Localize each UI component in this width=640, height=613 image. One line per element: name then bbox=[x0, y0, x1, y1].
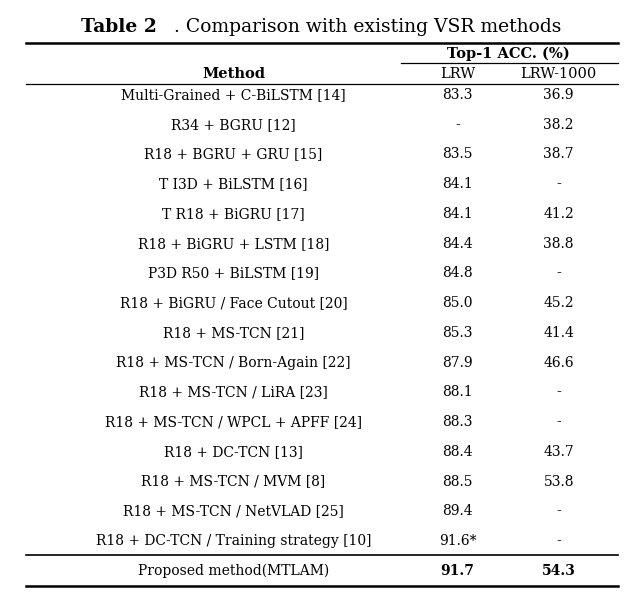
Text: -: - bbox=[556, 504, 561, 518]
Text: P3D R50 + BiLSTM [19]: P3D R50 + BiLSTM [19] bbox=[148, 267, 319, 280]
Text: R18 + BiGRU + LSTM [18]: R18 + BiGRU + LSTM [18] bbox=[138, 237, 330, 251]
Text: 38.2: 38.2 bbox=[543, 118, 574, 132]
Text: R18 + MS-TCN / MVM [8]: R18 + MS-TCN / MVM [8] bbox=[141, 474, 326, 489]
Text: T R18 + BiGRU [17]: T R18 + BiGRU [17] bbox=[162, 207, 305, 221]
Text: -: - bbox=[556, 415, 561, 429]
Text: R18 + MS-TCN / WPCL + APFF [24]: R18 + MS-TCN / WPCL + APFF [24] bbox=[105, 415, 362, 429]
Text: 83.5: 83.5 bbox=[442, 148, 473, 161]
Text: 88.1: 88.1 bbox=[442, 386, 473, 399]
Text: 41.4: 41.4 bbox=[543, 326, 574, 340]
Text: 87.9: 87.9 bbox=[442, 356, 473, 370]
Text: -: - bbox=[556, 386, 561, 399]
Text: 84.1: 84.1 bbox=[442, 207, 473, 221]
Text: 53.8: 53.8 bbox=[543, 474, 574, 489]
Text: 38.7: 38.7 bbox=[543, 148, 574, 161]
Text: -: - bbox=[455, 118, 460, 132]
Text: 43.7: 43.7 bbox=[543, 445, 574, 459]
Text: 45.2: 45.2 bbox=[543, 296, 574, 310]
Text: 84.4: 84.4 bbox=[442, 237, 473, 251]
Text: Proposed method(MTLAM): Proposed method(MTLAM) bbox=[138, 563, 329, 578]
Text: 36.9: 36.9 bbox=[543, 88, 574, 102]
Text: R18 + BiGRU / Face Cutout [20]: R18 + BiGRU / Face Cutout [20] bbox=[120, 296, 348, 310]
Text: 91.7: 91.7 bbox=[441, 564, 474, 577]
Text: R18 + DC-TCN [13]: R18 + DC-TCN [13] bbox=[164, 445, 303, 459]
Text: -: - bbox=[556, 177, 561, 191]
Text: R18 + MS-TCN / NetVLAD [25]: R18 + MS-TCN / NetVLAD [25] bbox=[123, 504, 344, 518]
Text: 91.6*: 91.6* bbox=[439, 534, 476, 548]
Text: 41.2: 41.2 bbox=[543, 207, 574, 221]
Text: 38.8: 38.8 bbox=[543, 237, 574, 251]
Text: 88.4: 88.4 bbox=[442, 445, 473, 459]
Text: 54.3: 54.3 bbox=[542, 564, 575, 577]
Text: 88.3: 88.3 bbox=[442, 415, 473, 429]
Text: LRW: LRW bbox=[440, 67, 476, 80]
Text: R18 + MS-TCN / Born-Again [22]: R18 + MS-TCN / Born-Again [22] bbox=[116, 356, 351, 370]
Text: -: - bbox=[556, 534, 561, 548]
Text: Multi-Grained + C-BiLSTM [14]: Multi-Grained + C-BiLSTM [14] bbox=[121, 88, 346, 102]
Text: 84.8: 84.8 bbox=[442, 267, 473, 280]
Text: 46.6: 46.6 bbox=[543, 356, 574, 370]
Text: R18 + MS-TCN / LiRA [23]: R18 + MS-TCN / LiRA [23] bbox=[139, 386, 328, 399]
Text: R18 + MS-TCN [21]: R18 + MS-TCN [21] bbox=[163, 326, 305, 340]
Text: R18 + DC-TCN / Training strategy [10]: R18 + DC-TCN / Training strategy [10] bbox=[96, 534, 371, 548]
Text: LRW-1000: LRW-1000 bbox=[520, 67, 597, 80]
Text: 85.3: 85.3 bbox=[442, 326, 473, 340]
Text: Method: Method bbox=[202, 67, 265, 80]
Text: -: - bbox=[556, 267, 561, 280]
Text: Top-1 ACC. (%): Top-1 ACC. (%) bbox=[447, 47, 570, 61]
Text: 88.5: 88.5 bbox=[442, 474, 473, 489]
Text: T I3D + BiLSTM [16]: T I3D + BiLSTM [16] bbox=[159, 177, 308, 191]
Text: Table 2: Table 2 bbox=[81, 18, 156, 36]
Text: . Comparison with existing VSR methods: . Comparison with existing VSR methods bbox=[173, 18, 561, 36]
Text: R18 + BGRU + GRU [15]: R18 + BGRU + GRU [15] bbox=[145, 148, 323, 161]
Text: 89.4: 89.4 bbox=[442, 504, 473, 518]
Text: 83.3: 83.3 bbox=[442, 88, 473, 102]
Text: 85.0: 85.0 bbox=[442, 296, 473, 310]
Text: 84.1: 84.1 bbox=[442, 177, 473, 191]
Text: R34 + BGRU [12]: R34 + BGRU [12] bbox=[172, 118, 296, 132]
